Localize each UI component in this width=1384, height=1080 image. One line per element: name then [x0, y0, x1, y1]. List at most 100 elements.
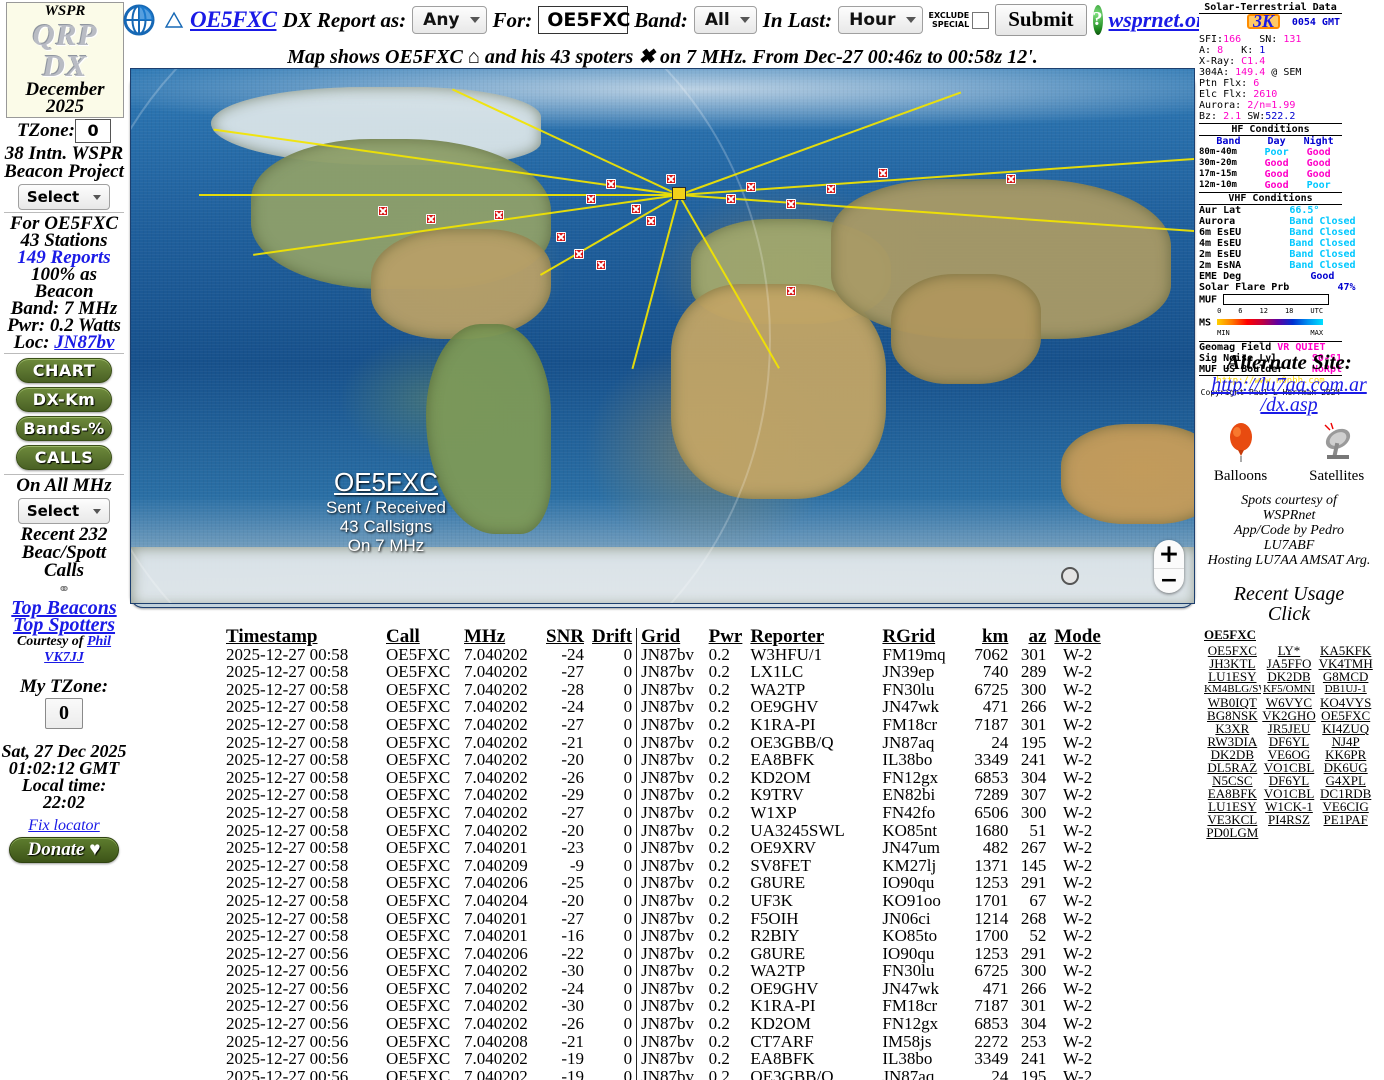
table-row[interactable]: 2025-12-27 00:56 OE5FXC 7.040208 -21 0 JN87bv…: [222, 1033, 1105, 1051]
recent-call[interactable]: JH3KTL: [1209, 657, 1256, 670]
recent-call[interactable]: KK6PR: [1325, 748, 1367, 761]
table-row[interactable]: 2025-12-27 00:56 OE5FXC 7.040202 -19 0 JN87bv…: [222, 1050, 1105, 1068]
spot-marker[interactable]: [378, 206, 388, 216]
all-mhz-select[interactable]: Select: [17, 498, 111, 524]
table-row[interactable]: 2025-12-27 00:58 OE5FXC 7.040202 -20 0 JN87bv…: [222, 821, 1105, 840]
recent-call[interactable]: K3XR: [1215, 722, 1250, 735]
recent-call[interactable]: DC1RDB: [1320, 787, 1372, 800]
recent-call[interactable]: W1CK-1: [1265, 800, 1313, 813]
spot-marker[interactable]: [646, 216, 656, 226]
recent-call[interactable]: VE6OG: [1267, 748, 1311, 761]
col-km[interactable]: km: [981, 626, 1009, 647]
recent-call[interactable]: KI4ZUQ: [1322, 722, 1370, 735]
recent-call[interactable]: OE5FXC: [1321, 709, 1371, 722]
for-callsign-input[interactable]: OE5FXC: [538, 6, 630, 34]
courtesy-call-link[interactable]: VK7JJ: [44, 650, 84, 665]
beacon-project-select[interactable]: Select: [17, 184, 111, 210]
recent-call[interactable]: VK4TMH: [1318, 657, 1373, 670]
col-az[interactable]: az: [1028, 626, 1047, 647]
spot-marker[interactable]: [1006, 174, 1016, 184]
courtesy-name-link[interactable]: Phil: [86, 634, 112, 649]
alternate-site-link-line1[interactable]: http://lu7aa.com.ar: [1211, 374, 1367, 396]
recent-call[interactable]: DK2DB: [1210, 748, 1254, 761]
band-select[interactable]: All: [693, 6, 757, 34]
table-row[interactable]: 2025-12-27 00:58 OE5FXC 7.040206 -25 0 JN87bv…: [222, 874, 1105, 892]
table-row[interactable]: 2025-12-27 00:58 OE5FXC 7.040202 -27 0 JN87bv…: [222, 663, 1105, 681]
recent-call[interactable]: LU1ESY: [1208, 800, 1257, 813]
table-row[interactable]: 2025-12-27 00:56 OE5FXC 7.040202 -26 0 JN87bv…: [222, 1015, 1105, 1033]
globe-icon[interactable]: [120, 1, 158, 39]
table-row[interactable]: 2025-12-27 00:58 OE5FXC 7.040209 -9 0 JN87bv 0…: [222, 857, 1105, 875]
col-reporter[interactable]: Reporter: [750, 626, 825, 647]
top-spotters-link[interactable]: Top Spotters: [12, 614, 116, 636]
recent-call[interactable]: RW3DIA: [1207, 735, 1258, 748]
spot-marker[interactable]: [574, 249, 584, 259]
col-mode[interactable]: Mode: [1054, 626, 1101, 647]
exclude-special-checkbox[interactable]: [972, 11, 990, 29]
table-row[interactable]: 2025-12-27 00:56 OE5FXC 7.040202 -24 0 JN87bv…: [222, 980, 1105, 998]
table-row[interactable]: 2025-12-27 00:58 OE5FXC 7.040202 -27 0 JN87bv…: [222, 716, 1105, 734]
home-station-marker[interactable]: [672, 187, 686, 200]
table-row[interactable]: 2025-12-27 00:58 OE5FXC 7.040202 -24 0 JN87bv…: [222, 698, 1105, 716]
locator-value-link[interactable]: JN87bv: [54, 332, 115, 353]
recent-call[interactable]: PI4RSZ: [1268, 813, 1310, 826]
table-row[interactable]: 2025-12-27 00:56 OE5FXC 7.040206 -22 0 JN87bv…: [222, 945, 1105, 963]
nav-button-dx-km[interactable]: DX-Km: [16, 387, 112, 412]
triangle-icon[interactable]: [164, 10, 184, 30]
table-row[interactable]: 2025-12-27 00:58 OE5FXC 7.040202 -29 0 JN87bv…: [222, 786, 1105, 804]
recent-call[interactable]: N5CSC: [1212, 774, 1253, 787]
recent-call[interactable]: JR5JEU: [1267, 722, 1311, 735]
col-mhz[interactable]: MHz: [464, 626, 506, 647]
recent-call[interactable]: DF6YL: [1268, 735, 1310, 748]
recent-call[interactable]: DL5RAZ: [1207, 761, 1258, 774]
tzone-input[interactable]: 0: [75, 119, 112, 143]
spot-marker[interactable]: [606, 179, 616, 189]
table-row[interactable]: 2025-12-27 00:58 OE5FXC 7.040202 -20 0 JN87bv…: [222, 751, 1105, 769]
recent-call[interactable]: LY*: [1277, 644, 1301, 657]
fix-locator-link[interactable]: Fix locator: [28, 817, 100, 834]
table-row[interactable]: 2025-12-27 00:58 OE5FXC 7.040201 -27 0 JN87bv…: [222, 909, 1105, 928]
zoom-in-button[interactable]: +: [1154, 540, 1184, 569]
submit-button[interactable]: Submit: [995, 4, 1087, 36]
spot-marker[interactable]: [426, 214, 436, 224]
table-row[interactable]: 2025-12-27 00:58 OE5FXC 7.040202 -26 0 JN87bv…: [222, 769, 1105, 787]
recent-call[interactable]: BG8NSK: [1207, 709, 1258, 722]
table-row[interactable]: 2025-12-27 00:58 OE5FXC 7.040201 -23 0 JN87bv…: [222, 839, 1105, 857]
recent-call[interactable]: NJ4P: [1331, 735, 1360, 748]
nav-button-chart[interactable]: CHART: [16, 358, 112, 383]
recent-call[interactable]: KA5KFK: [1320, 644, 1372, 657]
recent-call[interactable]: VK2GHO: [1262, 709, 1316, 722]
exclude-special-group[interactable]: EXCLUDE SPECIAL: [929, 11, 990, 29]
spot-marker[interactable]: [494, 210, 504, 220]
recent-call[interactable]: W6VYC: [1265, 696, 1313, 709]
header-callsign-link[interactable]: OE5FXC: [190, 7, 277, 32]
donate-button[interactable]: Donate ♥: [9, 837, 119, 863]
recent-call[interactable]: VO1CBL: [1263, 787, 1315, 800]
qrp-dx-logo[interactable]: WSPR QRP DX December 2025: [6, 2, 124, 118]
table-row[interactable]: 2025-12-27 00:58 OE5FXC 7.040202 -24 0 JN87bv…: [222, 645, 1105, 664]
recent-call[interactable]: JA5FFO: [1266, 657, 1312, 670]
recent-call[interactable]: WB0IQT: [1207, 696, 1257, 709]
recent-call[interactable]: VE3KCL: [1207, 813, 1258, 826]
satellites-link[interactable]: Satellites: [1309, 421, 1364, 485]
spot-marker[interactable]: [826, 184, 836, 194]
spot-marker[interactable]: [878, 168, 888, 178]
spot-marker[interactable]: [556, 232, 566, 242]
wsprnet-link[interactable]: wsprnet.org: [1108, 7, 1216, 32]
table-row[interactable]: 2025-12-27 00:58 OE5FXC 7.040202 -28 0 JN87bv…: [222, 681, 1105, 699]
table-row[interactable]: 2025-12-27 00:58 OE5FXC 7.040201 -16 0 JN87bv…: [222, 927, 1105, 945]
col-drift[interactable]: Drift: [592, 626, 633, 647]
balloons-link[interactable]: Balloons: [1214, 421, 1267, 485]
recent-call[interactable]: PD0LGM: [1206, 826, 1259, 839]
nav-button-bands-pct[interactable]: Bands-%: [16, 416, 112, 441]
recent-call[interactable]: EA8BFK: [1207, 787, 1257, 800]
spot-marker[interactable]: [586, 194, 596, 204]
recent-call[interactable]: PE1PAF: [1323, 813, 1368, 826]
recent-call[interactable]: KM4BLG/SWL: [1204, 683, 1261, 695]
solar-site-url[interactable]: http://www.n0nbh.com: [1216, 375, 1325, 386]
help-question-icon[interactable]: ?: [1092, 5, 1103, 35]
recent-call[interactable]: G8MCD: [1322, 670, 1369, 683]
recent-call[interactable]: VO1CBL: [1263, 761, 1315, 774]
table-row[interactable]: 2025-12-27 00:56 OE5FXC 7.040202 -30 0 JN87bv…: [222, 997, 1105, 1016]
my-tzone-value[interactable]: 0: [45, 698, 83, 729]
